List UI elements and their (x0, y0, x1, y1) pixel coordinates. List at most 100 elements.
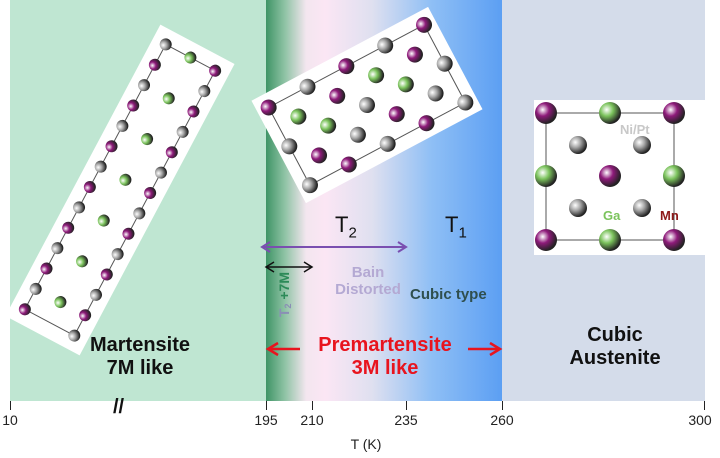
nipt-atom (633, 199, 651, 217)
tick (266, 401, 267, 410)
mn-atom (79, 309, 92, 322)
mn-atom (148, 58, 161, 71)
mn-atom (418, 115, 435, 132)
ga-label: Ga (603, 208, 621, 223)
ga-atom (663, 165, 685, 187)
mn-atom (663, 102, 685, 124)
mn-atom (406, 46, 423, 63)
nipt-atom (457, 94, 474, 111)
arrowhead (260, 241, 408, 253)
martensite-crystal (5, 24, 235, 356)
ga-atom (162, 92, 175, 105)
mn-atom (83, 181, 96, 194)
ga-atom (290, 108, 307, 125)
mn-atom (260, 99, 277, 116)
tick-label: 10 (2, 412, 18, 428)
x-axis-label: T (K) (350, 436, 382, 452)
tick (502, 401, 503, 410)
cubic-crystal (534, 100, 716, 255)
mn-atom (165, 146, 178, 159)
tick-label: 195 (254, 412, 278, 428)
t2-label: T2 (335, 212, 357, 242)
mn-atom (535, 102, 557, 124)
mn-atom (127, 99, 140, 112)
tick (10, 401, 11, 410)
ga-atom (397, 76, 414, 93)
nipt-atom (68, 329, 81, 342)
nipt-atom (198, 85, 211, 98)
nipt-atom (301, 177, 318, 194)
nipt-atom (427, 85, 444, 102)
mn-label: Mn (660, 208, 679, 223)
axis-break-mark: // (113, 396, 125, 418)
ga-atom (184, 51, 197, 64)
mn-atom (62, 221, 75, 234)
ga-atom (599, 102, 621, 124)
arrowhead (264, 261, 314, 273)
mn-atom (144, 186, 157, 199)
mn-atom (338, 58, 355, 75)
nipt-atom (111, 248, 124, 261)
ga-atom (599, 229, 621, 251)
nipt-atom (154, 166, 167, 179)
ga-atom (119, 173, 132, 186)
premartensite-crystal (251, 6, 483, 204)
mn-atom (599, 165, 621, 187)
nipt-atom (29, 282, 42, 295)
mn-atom (388, 106, 405, 123)
nipt-atom (51, 242, 64, 255)
mn-atom (329, 87, 346, 104)
nipt-atom (299, 78, 316, 95)
nipt-atom (138, 79, 151, 92)
mn-atom (416, 16, 433, 33)
ga-atom (54, 296, 67, 309)
tick-label: 235 (394, 412, 418, 428)
nipt-atom (377, 37, 394, 54)
nipt-atom (73, 201, 86, 214)
tick-label: 300 (688, 412, 712, 428)
tick (704, 401, 705, 410)
tick (406, 401, 407, 410)
mn-atom (122, 227, 135, 240)
nipt-atom (281, 138, 298, 155)
nipt-atom (436, 55, 453, 72)
nipt-atom (133, 207, 146, 220)
mn-atom (187, 105, 200, 118)
nipt-label: Ni/Pt (620, 122, 650, 137)
nipt-atom (349, 126, 366, 143)
mn-atom (535, 229, 557, 251)
mn-atom (105, 140, 118, 153)
t1-label: T1 (445, 212, 467, 242)
tick-label: 210 (300, 412, 324, 428)
mn-atom (311, 147, 328, 164)
mn-atom (100, 268, 113, 281)
nipt-atom (379, 135, 396, 152)
nipt-atom (569, 136, 587, 154)
mn-atom (209, 64, 222, 77)
premartensite-label: Premartensite 3M like (318, 334, 452, 379)
tick (312, 401, 313, 410)
nipt-atom (116, 119, 129, 132)
nipt-atom (89, 288, 102, 301)
mn-atom (40, 262, 53, 275)
bain-distorted-label: Bain Distorted (335, 264, 401, 299)
nipt-atom (359, 97, 375, 113)
mn-atom (18, 303, 31, 316)
nipt-atom (159, 38, 172, 51)
ga-atom (76, 255, 89, 268)
ga-atom (535, 165, 557, 187)
ga-atom (97, 214, 110, 227)
mn-atom (340, 156, 357, 173)
austenite-label: Cubic Austenite (569, 324, 661, 369)
nipt-atom (176, 125, 189, 138)
nipt-atom (633, 136, 651, 154)
t2-7m-label: T2 +7M (276, 272, 293, 318)
ga-atom (141, 133, 154, 146)
cubic-type-label: Cubic type (410, 286, 487, 303)
ga-atom (368, 67, 385, 84)
nipt-atom (569, 199, 587, 217)
nipt-atom (94, 160, 107, 173)
tick-label: 260 (490, 412, 514, 428)
